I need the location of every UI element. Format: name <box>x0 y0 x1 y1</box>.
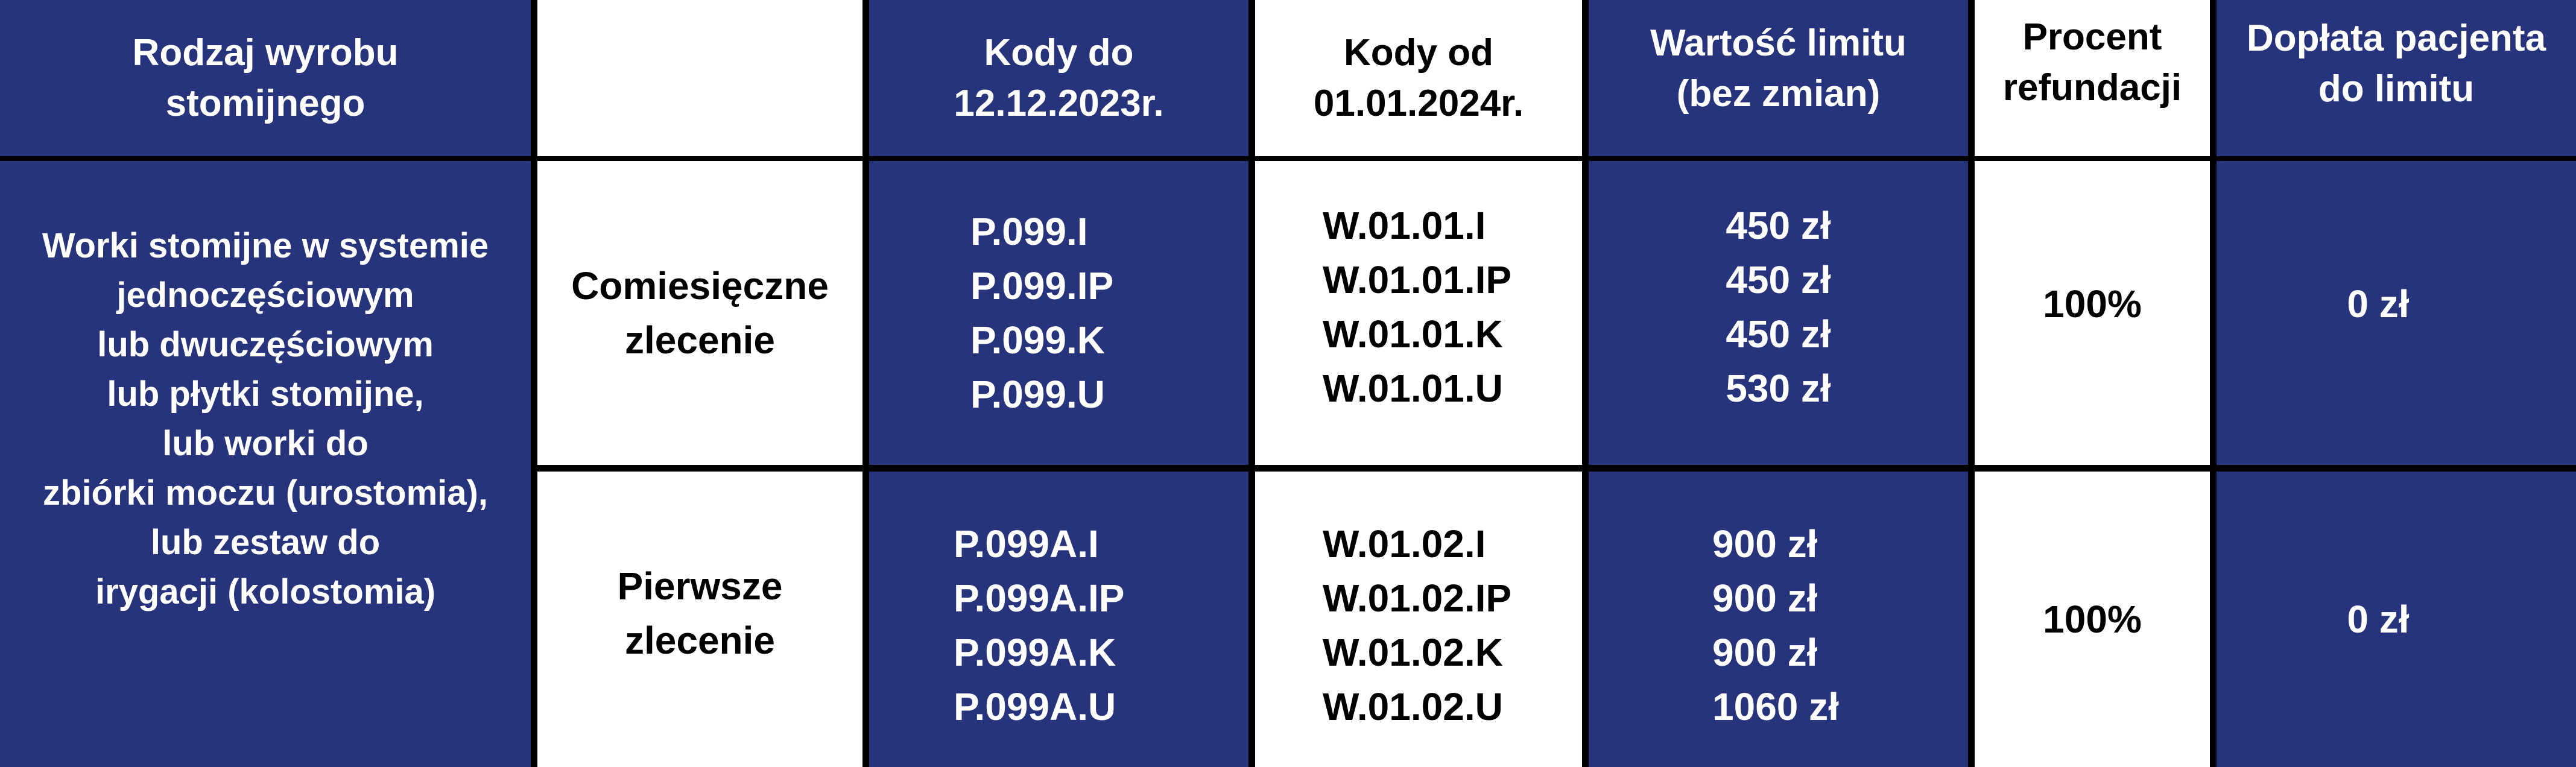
code: W.01.02.IP <box>1323 576 1512 620</box>
code: P.099A.I <box>954 522 1099 566</box>
row-2-codes-until: P.099A.I P.099A.IP P.099A.K P.099A.U <box>869 472 1248 767</box>
description-line: lub zestaw do <box>150 523 381 562</box>
header-refund-percent: Procent refundacji <box>1975 0 2210 156</box>
code: P.099.I <box>970 210 1088 253</box>
row-1-order-type: Comiesięczne zlecenie <box>537 161 862 465</box>
code: W.01.01.IP <box>1323 258 1512 301</box>
code: P.099A.U <box>954 685 1116 728</box>
limit-value: 450 zł <box>1726 312 1831 356</box>
header-text: do limitu <box>2318 68 2475 110</box>
code: W.01.01.I <box>1323 204 1486 247</box>
header-codes-from: Kody od 01.01.2024r. <box>1255 0 1582 156</box>
limit-value: 530 zł <box>1726 367 1831 410</box>
description-line: lub płytki stomijne, <box>107 374 424 414</box>
header-text: Kody od <box>1344 31 1493 74</box>
row-2-patient-copay: 0 zł <box>2217 472 2576 767</box>
header-product-type: Rodzaj wyrobu stomijnego <box>0 0 531 156</box>
row-2-order-type: Pierwsze zlecenie <box>537 472 862 767</box>
code: W.01.01.K <box>1323 312 1503 356</box>
copay-value: 0 zł <box>2347 282 2410 326</box>
code: P.099A.K <box>954 631 1116 674</box>
header-text: (bez zmian) <box>1676 73 1881 115</box>
row-1-codes-until: P.099.I P.099.IP P.099.K P.099.U <box>869 161 1248 465</box>
description-line: lub worki do <box>162 424 369 463</box>
header-codes-until: Kody do 12.12.2023r. <box>869 0 1248 156</box>
code: P.099.U <box>970 373 1105 416</box>
row-1-refund-percent: 100% <box>1975 161 2210 465</box>
code: W.01.02.U <box>1323 685 1503 728</box>
refund-value: 100% <box>2043 282 2142 326</box>
header-text: Dopłata pacjenta <box>2246 17 2546 59</box>
row-1-patient-copay: 0 zł <box>2217 161 2576 465</box>
header-text: Procent <box>2022 16 2162 58</box>
row-1-limits: 450 zł 450 zł 450 zł 530 zł <box>1589 161 1968 465</box>
limit-value: 450 zł <box>1726 204 1831 247</box>
description-line: lub dwuczęściowym <box>97 325 434 364</box>
product-description: Worki stomijne w systemie jednoczęściowy… <box>0 161 531 767</box>
header-patient-copay: Dopłata pacjenta do limitu <box>2217 0 2576 156</box>
limit-value: 900 zł <box>1712 631 1818 674</box>
header-text: Wartość limitu <box>1650 22 1907 64</box>
header-text: Rodzaj wyrobu <box>132 31 399 74</box>
code: W.01.02.K <box>1323 631 1503 674</box>
code: P.099.K <box>970 318 1105 362</box>
code: P.099A.IP <box>954 576 1125 620</box>
description-line: Worki stomijne w systemie <box>42 226 489 265</box>
limit-value: 1060 zł <box>1712 685 1839 728</box>
description-line: irygacji (kolostomia) <box>95 572 436 611</box>
header-text: stomijnego <box>165 82 366 124</box>
code: P.099.IP <box>970 264 1114 308</box>
header-text: 12.12.2023r. <box>954 82 1164 124</box>
row-2-limits: 900 zł 900 zł 900 zł 1060 zł <box>1589 472 1968 767</box>
header-text: 01.01.2024r. <box>1313 82 1524 124</box>
header-limit-value: Wartość limitu (bez zmian) <box>1589 0 1968 156</box>
copay-value: 0 zł <box>2347 598 2410 641</box>
row-2-refund-percent: 100% <box>1975 472 2210 767</box>
row-1-codes-from: W.01.01.I W.01.01.IP W.01.01.K W.01.01.U <box>1255 161 1582 465</box>
order-type-text: Comiesięczne <box>571 264 829 308</box>
order-type-text: zlecenie <box>624 619 776 662</box>
refund-value: 100% <box>2043 598 2142 641</box>
header-text: Kody do <box>984 31 1134 74</box>
header-order-type <box>537 0 862 156</box>
description-line: jednoczęściowym <box>116 276 414 315</box>
header-text: refundacji <box>2002 67 2182 109</box>
code: W.01.01.U <box>1323 367 1503 410</box>
limit-value: 450 zł <box>1726 258 1831 301</box>
description-line: zbiórki moczu (urostomia), <box>43 473 488 513</box>
limit-value: 900 zł <box>1712 576 1818 620</box>
order-type-text: Pierwsze <box>617 564 783 608</box>
row-2-codes-from: W.01.02.I W.01.02.IP W.01.02.K W.01.02.U <box>1255 472 1582 767</box>
limit-value: 900 zł <box>1712 522 1818 566</box>
code: W.01.02.I <box>1323 522 1486 566</box>
order-type-text: zlecenie <box>624 318 776 362</box>
